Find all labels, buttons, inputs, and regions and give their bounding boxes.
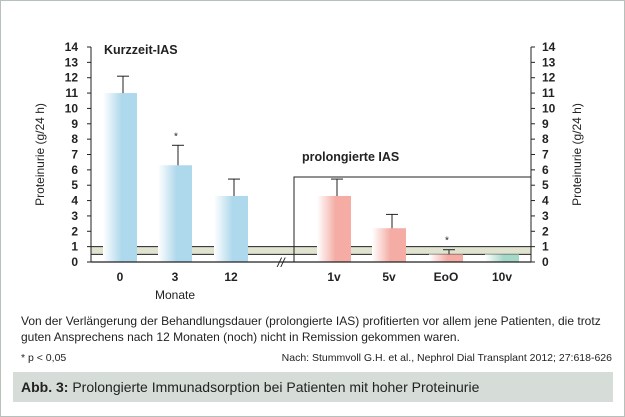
y-tick-label-right: 5 xyxy=(542,178,549,192)
y-tick-label-right: 9 xyxy=(542,117,549,131)
bar-EoO xyxy=(429,254,463,262)
bar-10v xyxy=(485,254,519,262)
group-label-prolonged: prolongierte IAS xyxy=(302,150,399,164)
bar-0 xyxy=(103,93,137,262)
y-tick-label-right: 10 xyxy=(542,101,556,115)
y-tick-label-left: 5 xyxy=(71,178,78,192)
x-tick-label-10v: 10v xyxy=(492,270,512,284)
reference-band xyxy=(91,246,531,255)
x-tick-label-5v: 5v xyxy=(382,270,396,284)
y-tick-label-left: 6 xyxy=(71,163,78,177)
figure-title: Prolongierte Immunadsorption bei Patient… xyxy=(72,379,480,395)
x-tick-label-1v: 1v xyxy=(327,270,341,284)
y-tick-label-left: 11 xyxy=(65,86,78,100)
y-tick-label-left: 10 xyxy=(65,101,79,115)
axis-break-marker: // xyxy=(276,255,286,270)
y-tick-label-right: 1 xyxy=(542,240,549,254)
bar-5v xyxy=(372,228,406,262)
x-tick-label-3: 3 xyxy=(172,270,179,284)
y-tick-label-left: 14 xyxy=(65,40,79,54)
y-tick-label-left: 8 xyxy=(71,132,78,146)
source-citation: Nach: Stummvoll G.H. et al., Nephrol Dia… xyxy=(281,352,612,364)
y-tick-label-left: 3 xyxy=(71,209,78,223)
y-tick-label-right: 12 xyxy=(542,71,556,85)
significance-marker-3: * xyxy=(174,131,178,142)
bar-12 xyxy=(214,195,248,262)
y-axis-label-left: Proteinurie (g/24 h) xyxy=(33,103,47,206)
y-tick-label-left: 2 xyxy=(71,224,78,238)
y-tick-label-right: 4 xyxy=(542,194,549,208)
y-tick-label-left: 9 xyxy=(71,117,78,131)
y-tick-label-left: 4 xyxy=(71,194,78,208)
group-label-short-term: Kurzzeit-IAS xyxy=(104,43,178,57)
y-tick-label-left: 1 xyxy=(71,240,78,254)
y-tick-label-left: 13 xyxy=(65,55,79,69)
y-tick-label-right: 13 xyxy=(542,55,556,69)
figure-title-bar: Abb. 3: Prolongierte Immunadsorption bei… xyxy=(13,372,613,402)
y-tick-label-right: 3 xyxy=(542,209,549,223)
y-tick-label-right: 8 xyxy=(542,132,549,146)
y-tick-label-left: 7 xyxy=(71,148,78,162)
x-axis-label: Monate xyxy=(155,288,195,302)
significance-marker-EoO: * xyxy=(445,236,449,247)
y-tick-label-right: 6 xyxy=(542,163,549,177)
bar-1v xyxy=(317,195,351,262)
y-tick-label-left: 12 xyxy=(65,71,79,85)
bar-3 xyxy=(158,165,192,262)
y-tick-label-left: 0 xyxy=(71,255,78,269)
y-tick-label-right: 11 xyxy=(542,86,555,100)
x-tick-label-12: 12 xyxy=(224,270,238,284)
x-tick-label-EoO: EoO xyxy=(434,270,459,284)
y-tick-label-right: 2 xyxy=(542,224,549,238)
y-tick-label-right: 0 xyxy=(542,255,549,269)
x-tick-label-0: 0 xyxy=(117,270,124,284)
figure-label: Abb. 3: xyxy=(21,379,69,395)
y-tick-label-right: 7 xyxy=(542,148,549,162)
significance-footnote: * p < 0,05 xyxy=(21,352,67,364)
y-axis-label-right: Proteinurie (g/24 h) xyxy=(570,103,584,206)
prolonged-group-box xyxy=(293,176,532,263)
y-tick-label-right: 14 xyxy=(542,40,556,54)
caption-text: Von der Verlängerung der Behandlungsdaue… xyxy=(21,314,601,344)
